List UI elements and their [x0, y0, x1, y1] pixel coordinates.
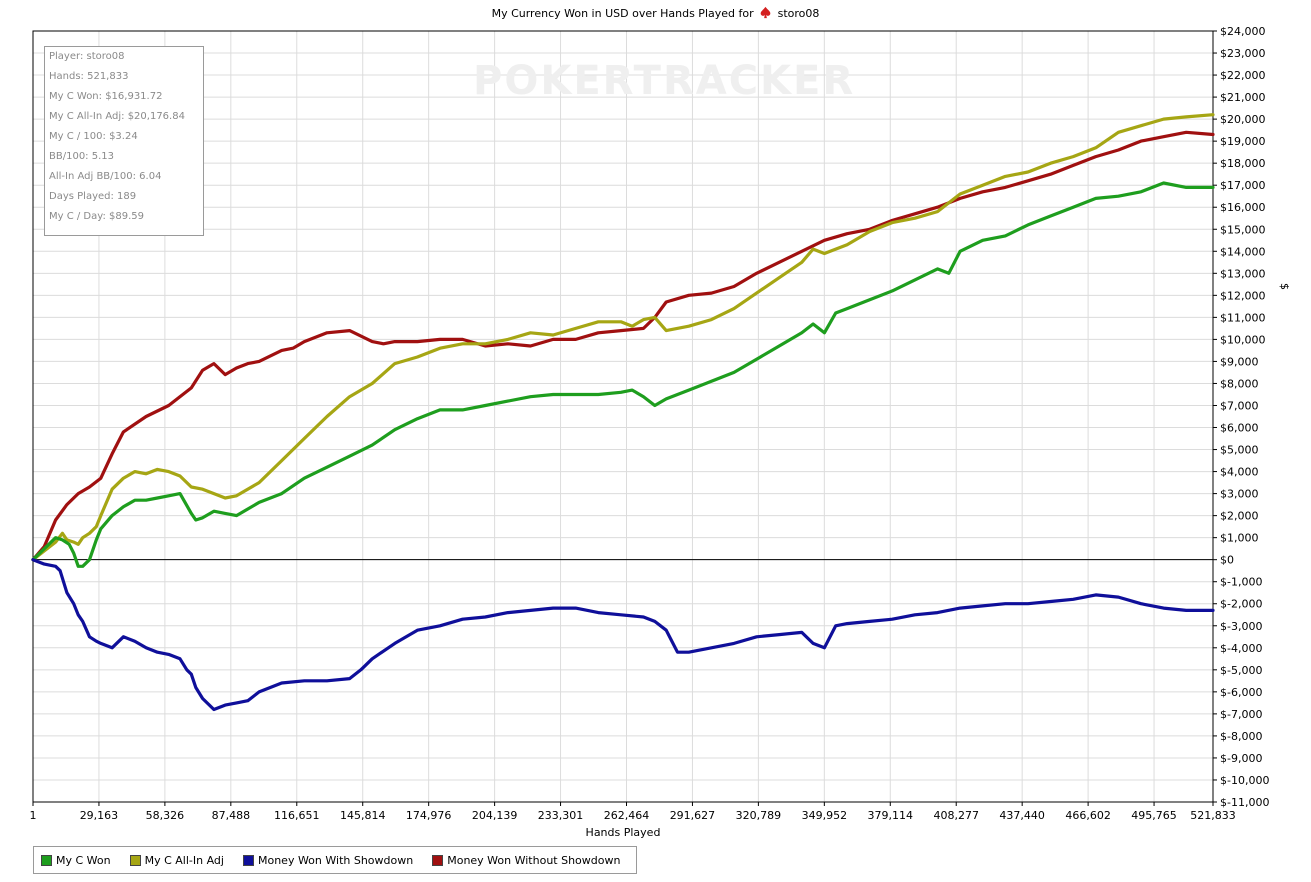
stat-all-in-bb-100: All-In Adj BB/100: 6.04 — [49, 171, 162, 182]
y-tick-label: $4,000 — [1220, 466, 1259, 479]
x-tick-label: 291,627 — [670, 809, 716, 822]
y-tick-label: $-4,000 — [1220, 642, 1262, 655]
y-axis-label: $ — [1278, 283, 1291, 290]
series-line-my-c-all-in-adj — [31, 113, 1215, 562]
y-tick-label: $23,000 — [1220, 47, 1266, 60]
watermark-left: POKER — [473, 58, 634, 104]
x-tick-label: 29,163 — [80, 809, 119, 822]
x-tick-label: 495,765 — [1131, 809, 1177, 822]
y-tick-label: $-8,000 — [1220, 730, 1262, 743]
stat-days-played: Days Played: 189 — [49, 191, 137, 202]
stat-bb-100: BB/100: 5.13 — [49, 151, 114, 162]
stat-player: Player: storo08 — [49, 51, 125, 62]
y-tick-label: $-7,000 — [1220, 708, 1262, 721]
chart-title: My Currency Won in USD over Hands Played… — [0, 6, 1311, 20]
plot-area — [33, 31, 1213, 802]
legend-label: Money Won With Showdown — [257, 853, 414, 867]
x-tick-label: 379,114 — [868, 809, 914, 822]
x-tick-label: 466,602 — [1065, 809, 1111, 822]
legend-swatch — [242, 854, 254, 866]
y-tick-label: $-9,000 — [1220, 752, 1262, 765]
chart-title-player: storo08 — [777, 7, 820, 20]
stat-per-day: My C / Day: $89.59 — [49, 211, 144, 222]
plot-frame — [32, 30, 1214, 803]
series-line-money-won-with-showdown — [31, 558, 1215, 712]
y-tick-label: $19,000 — [1220, 135, 1266, 148]
legend-label: My C All-In Adj — [144, 853, 224, 867]
x-tick-label: 204,139 — [472, 809, 518, 822]
x-tick-label: 233,301 — [538, 809, 584, 822]
stat-hands: Hands: 521,833 — [49, 71, 129, 82]
legend-swatch — [41, 854, 52, 866]
pokertracker-watermark: POKERTRACKER — [473, 58, 855, 104]
stat-my-c-won: My C Won: $16,931.72 — [49, 91, 163, 102]
y-tick-label: $21,000 — [1220, 91, 1266, 104]
y-tick-label: $6,000 — [1220, 422, 1259, 435]
x-tick-label: 87,488 — [212, 809, 251, 822]
y-tick-label: $3,000 — [1220, 488, 1259, 501]
legend-item-my-c-won[interactable]: My C Won — [41, 854, 111, 867]
x-tick-label: 437,440 — [999, 809, 1045, 822]
x-tick-label: 145,814 — [340, 809, 386, 822]
x-axis-label: Hands Played — [586, 826, 661, 839]
y-tick-label: $-6,000 — [1220, 686, 1262, 699]
stats-box: Player: storo08 Hands: 521,833 My C Won:… — [44, 46, 204, 236]
x-tick-label: 58,326 — [146, 809, 185, 822]
y-tick-label: $16,000 — [1220, 201, 1266, 214]
series-line-my-c-won — [31, 181, 1215, 568]
y-tick-label: $15,000 — [1220, 223, 1266, 236]
y-tick-label: $-11,000 — [1220, 796, 1269, 809]
watermark-right: TRACKER — [633, 58, 856, 104]
x-tick-label: 408,277 — [933, 809, 979, 822]
legend-label: Money Won Without Showdown — [447, 853, 621, 867]
series-line-money-won-without-showdown — [31, 130, 1215, 562]
x-tick-label: 521,833 — [1190, 809, 1236, 822]
y-tick-label: $17,000 — [1220, 179, 1266, 192]
y-tick-label: $20,000 — [1220, 113, 1266, 126]
y-tick-label: $-2,000 — [1220, 598, 1262, 611]
y-tick-label: $22,000 — [1220, 69, 1266, 82]
y-tick-label: $-1,000 — [1220, 576, 1262, 589]
legend-swatch — [129, 854, 141, 866]
x-tick-label: 1 — [30, 809, 37, 822]
y-tick-label: $8,000 — [1220, 377, 1259, 390]
y-tick-label: $9,000 — [1220, 355, 1259, 368]
chart-title-prefix: My Currency Won in USD over Hands Played… — [491, 7, 754, 20]
x-tick-label: 349,952 — [802, 809, 848, 822]
y-tick-label: $-5,000 — [1220, 664, 1262, 677]
y-tick-label: $13,000 — [1220, 267, 1266, 280]
x-tick-label: 320,789 — [736, 809, 782, 822]
legend-item-without-showdown[interactable]: Money Won Without Showdown — [432, 854, 620, 867]
y-tick-label: $-3,000 — [1220, 620, 1262, 633]
chart-legend: My C Won My C All-In Adj Money Won With … — [33, 846, 637, 874]
y-tick-label: $24,000 — [1220, 25, 1266, 38]
y-tick-label: $11,000 — [1220, 311, 1266, 324]
y-tick-label: $14,000 — [1220, 245, 1266, 258]
spade-icon — [760, 6, 771, 19]
legend-label: My C Won — [56, 853, 111, 867]
y-tick-label: $5,000 — [1220, 444, 1259, 457]
y-tick-label: $1,000 — [1220, 532, 1259, 545]
y-tick-label: $18,000 — [1220, 157, 1266, 170]
legend-swatch — [432, 854, 444, 866]
stat-all-in-adj: My C All-In Adj: $20,176.84 — [49, 111, 185, 122]
y-tick-label: $0 — [1220, 554, 1234, 567]
legend-item-with-showdown[interactable]: Money Won With Showdown — [242, 853, 414, 867]
y-tick-label: $2,000 — [1220, 510, 1259, 523]
stat-per-100: My C / 100: $3.24 — [49, 131, 138, 142]
legend-item-all-in-adj[interactable]: My C All-In Adj — [129, 853, 224, 867]
y-tick-label: $-10,000 — [1220, 774, 1269, 787]
x-tick-label: 174,976 — [406, 809, 452, 822]
y-tick-label: $12,000 — [1220, 289, 1266, 302]
x-tick-label: 262,464 — [604, 809, 650, 822]
y-tick-label: $7,000 — [1220, 399, 1259, 412]
y-tick-label: $10,000 — [1220, 333, 1266, 346]
x-tick-label: 116,651 — [274, 809, 320, 822]
